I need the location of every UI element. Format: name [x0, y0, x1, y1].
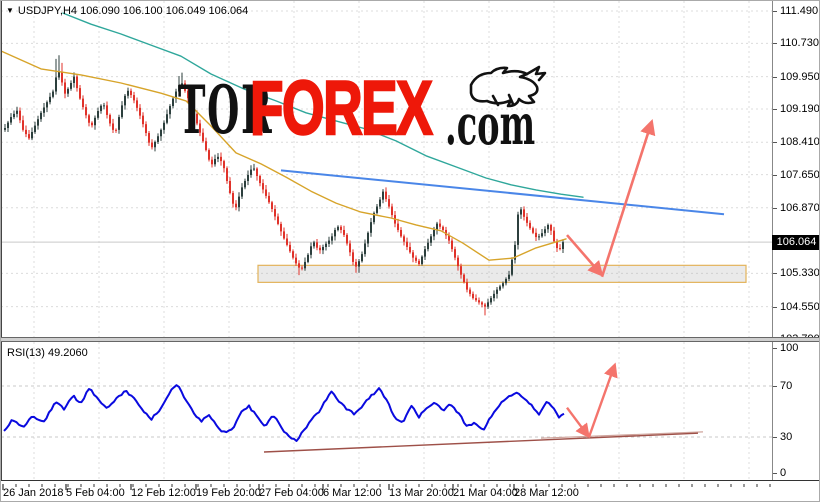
axis-tick — [773, 473, 777, 474]
axis-tick — [773, 142, 777, 143]
rsi-chart-panel[interactable] — [1, 342, 772, 485]
rsi-tick-label: 100 — [780, 342, 799, 354]
price-tick-label: 106.870 — [780, 202, 820, 214]
price-tick-label: 109.190 — [780, 103, 820, 115]
price-tick-label: 108.410 — [780, 136, 820, 148]
forecast-arrow-up[interactable] — [600, 118, 656, 278]
time-axis-ticks — [2, 484, 771, 490]
time-tick-label: 26 Jan 2018 — [3, 487, 64, 499]
price-chart-panel[interactable] — [1, 1, 772, 342]
rsi-line — [3, 384, 565, 442]
resistance-trendline[interactable] — [280, 169, 725, 216]
price-tick-label: 110.730 — [780, 37, 819, 49]
moving-average-teal[interactable] — [62, 12, 584, 198]
axis-tick — [773, 273, 777, 274]
rsi-arrow-down[interactable] — [566, 406, 590, 439]
axis-tick — [773, 208, 777, 209]
axis-tick — [773, 307, 777, 308]
rsi-chart-svg — [1, 342, 772, 480]
time-tick-label: 19 Feb 20:00 — [196, 487, 261, 499]
panel-divider[interactable] — [1, 337, 819, 342]
time-tick-label: 5 Feb 04:00 — [66, 487, 125, 499]
rsi-tick-label: 30 — [780, 431, 793, 443]
time-tick-label: 21 Mar 04:00 — [453, 487, 518, 499]
axis-tick — [773, 175, 777, 176]
candlesticks — [4, 55, 564, 316]
axis-tick — [773, 348, 777, 349]
price-chart-svg — [1, 1, 772, 340]
axis-tick — [773, 386, 777, 387]
moving-average-orange[interactable] — [1, 50, 567, 261]
price-tick-label: 109.950 — [780, 71, 820, 83]
rsi-arrow-up[interactable] — [587, 362, 618, 438]
symbol-ohlc-text: USDJPY,H4 106.090 106.100 106.049 106.06… — [17, 5, 249, 17]
time-tick-label: 27 Feb 04:00 — [259, 487, 324, 499]
time-tick-label: 6 Mar 12:00 — [323, 487, 382, 499]
rsi-indicator-label: RSI(13) 49.2060 — [7, 347, 88, 359]
rsi-tick-label: 70 — [780, 380, 793, 392]
axis-tick — [773, 437, 777, 438]
chevron-down-icon[interactable]: ▼ — [6, 6, 14, 15]
rsi-tick-label: 0 — [780, 467, 787, 479]
axis-tick — [773, 43, 777, 44]
price-tick-label: 105.330 — [780, 267, 820, 279]
rsi-trendline[interactable] — [263, 432, 699, 453]
axis-tick — [773, 109, 777, 110]
current-price-badge: 106.064 — [772, 235, 819, 250]
support-zone[interactable] — [257, 264, 747, 283]
price-tick-label: 107.650 — [780, 169, 820, 181]
forecast-arrow-down[interactable] — [566, 234, 604, 277]
price-tick-label: 104.550 — [780, 301, 820, 313]
time-tick-label: 13 Mar 20:00 — [389, 487, 454, 499]
axis-tick — [773, 11, 777, 12]
symbol-ohlc-line: ▼ USDJPY,H4 106.090 106.100 106.049 106.0… — [6, 5, 248, 17]
price-tick-label: 111.490 — [780, 5, 819, 17]
rsi-trendline-light[interactable] — [540, 431, 704, 439]
time-tick-label: 12 Feb 12:00 — [131, 487, 196, 499]
axis-tick — [773, 77, 777, 78]
time-axis[interactable]: 26 Jan 2018 5 Feb 04:00 12 Feb 12:00 19 Feb… — [1, 480, 819, 501]
time-tick-label: 28 Mar 12:00 — [514, 487, 579, 499]
